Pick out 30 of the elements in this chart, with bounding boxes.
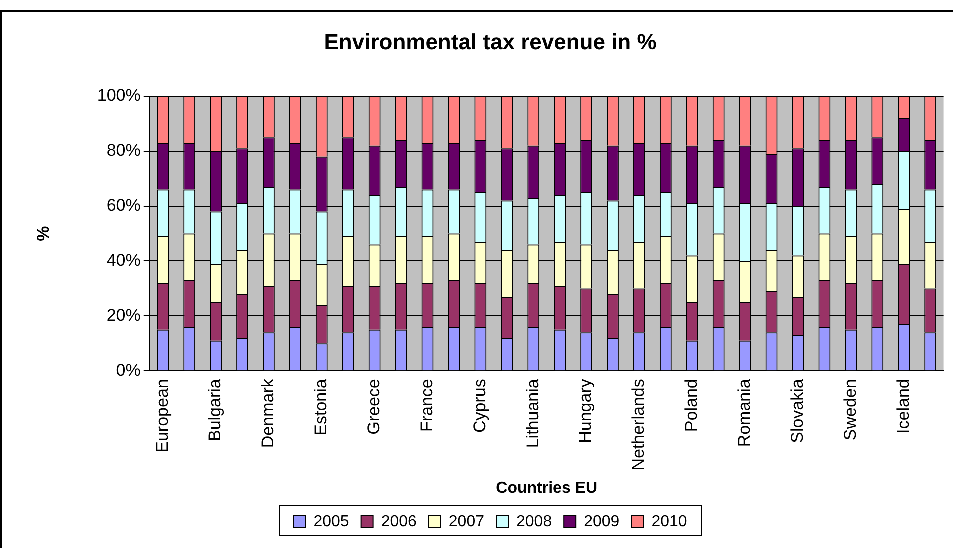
- x-tick-label: Hungary: [576, 378, 596, 444]
- x-tick-label: European: [152, 379, 172, 453]
- legend-label: 2010: [652, 513, 688, 530]
- x-tick-label: Bulgaria: [206, 378, 225, 442]
- x-tick-label: France: [417, 379, 436, 432]
- x-tick-label: Romania: [735, 378, 754, 448]
- y-tick-label: 60%: [106, 196, 141, 215]
- x-tick-label: Sweden: [840, 379, 860, 441]
- y-tick-label: 40%: [106, 250, 141, 270]
- y-tick-label: 80%: [106, 141, 141, 160]
- x-tick-label: Netherlands: [629, 379, 648, 471]
- x-tick-label: Denmark: [258, 378, 278, 448]
- legend-label: 2009: [584, 513, 620, 530]
- x-axis-title: Countries EU: [496, 480, 598, 497]
- x-tick-label: Lithuania: [523, 378, 542, 448]
- y-tick-label: 0%: [116, 360, 141, 380]
- x-tick-label: Poland: [682, 379, 702, 432]
- legend-label: 2008: [516, 513, 552, 530]
- x-tick-label: Cyprus: [470, 379, 490, 433]
- y-tick-label: 100%: [97, 86, 141, 106]
- x-tick-label: Greece: [364, 379, 384, 435]
- legend-label: 2006: [381, 513, 418, 530]
- x-tick-label: Iceland: [894, 379, 913, 434]
- y-tick-label: 20%: [106, 306, 141, 325]
- x-tick-label: Estonia: [312, 378, 331, 436]
- legend-label: 2005: [314, 513, 350, 530]
- x-tick-label: Slovakia: [788, 378, 807, 444]
- y-axis-title: %: [34, 226, 53, 242]
- legend-label: 2007: [448, 513, 485, 530]
- chart-title: Environmental tax revenue in %: [324, 29, 657, 54]
